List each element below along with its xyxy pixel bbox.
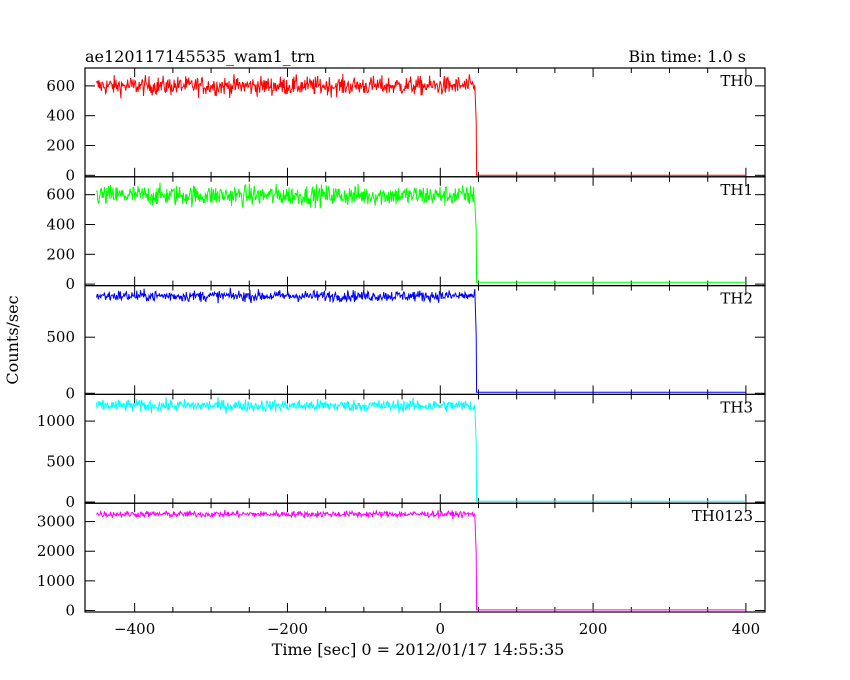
chart-title: ae120117145535_wam1_trn xyxy=(85,47,315,66)
series-line-th0123 xyxy=(96,509,746,611)
x-tick-label: 0 xyxy=(436,620,446,638)
series-name-th0: TH0 xyxy=(720,72,753,90)
y-tick-label: 2000 xyxy=(37,542,75,560)
y-tick-label: 400 xyxy=(46,107,75,125)
panel-frame xyxy=(84,393,766,504)
y-tick-label: 3000 xyxy=(37,513,75,531)
y-tick-label: 500 xyxy=(46,453,75,471)
panel-th3: 0 500 1000 TH3 xyxy=(37,393,766,511)
panel-th1: 0 200 400 600 TH1 xyxy=(46,176,766,293)
x-tick-label: 200 xyxy=(579,620,608,638)
series-line-th2 xyxy=(96,287,746,393)
y-tick-label: 600 xyxy=(46,186,75,204)
y-tick-label: 400 xyxy=(46,215,75,233)
y-tick-label: 0 xyxy=(65,602,75,620)
panel-th2: 0 500 TH2 xyxy=(46,285,766,402)
y-tick-label: 200 xyxy=(46,245,75,263)
x-axis-ticks: −400 −200 0 200 400 xyxy=(114,620,760,638)
x-tick-label: −400 xyxy=(114,620,155,638)
series-name-th3: TH3 xyxy=(720,398,753,416)
y-axis-title: Counts/sec xyxy=(3,295,22,384)
series-line-th3 xyxy=(96,397,746,502)
x-axis-title: Time [sec] 0 = 2012/01/17 14:55:35 xyxy=(272,640,565,659)
panel-th0: 0 200 400 600 TH0 xyxy=(46,67,766,184)
y-tick-label: 0 xyxy=(65,275,75,293)
panel-frame xyxy=(84,176,766,287)
series-name-th2: TH2 xyxy=(720,290,753,308)
y-tick-label: 0 xyxy=(65,493,75,511)
panel-frame xyxy=(84,502,766,613)
series-line-th0 xyxy=(96,73,746,176)
y-tick-label: 600 xyxy=(46,77,75,95)
x-tick-label: −200 xyxy=(267,620,308,638)
panel-th0123: 0 1000 2000 3000 TH0123 xyxy=(37,502,766,620)
series-name-th0123: TH0123 xyxy=(692,507,753,525)
y-tick-label: 1000 xyxy=(37,412,75,430)
panel-stack: 0 200 400 600 TH0 0 200 400 600 TH1 0 500 TH2 0 500 100… xyxy=(37,67,766,620)
bin-time-label: Bin time: 1.0 s xyxy=(628,47,746,66)
panel-frame xyxy=(84,285,766,396)
y-tick-label: 200 xyxy=(46,137,75,155)
y-tick-label: 0 xyxy=(65,384,75,402)
series-line-th1 xyxy=(96,182,746,283)
y-tick-label: 1000 xyxy=(37,572,75,590)
series-name-th1: TH1 xyxy=(720,181,753,199)
y-tick-label: 0 xyxy=(65,166,75,184)
x-tick-label: 400 xyxy=(732,620,761,638)
y-tick-label: 500 xyxy=(46,328,75,346)
